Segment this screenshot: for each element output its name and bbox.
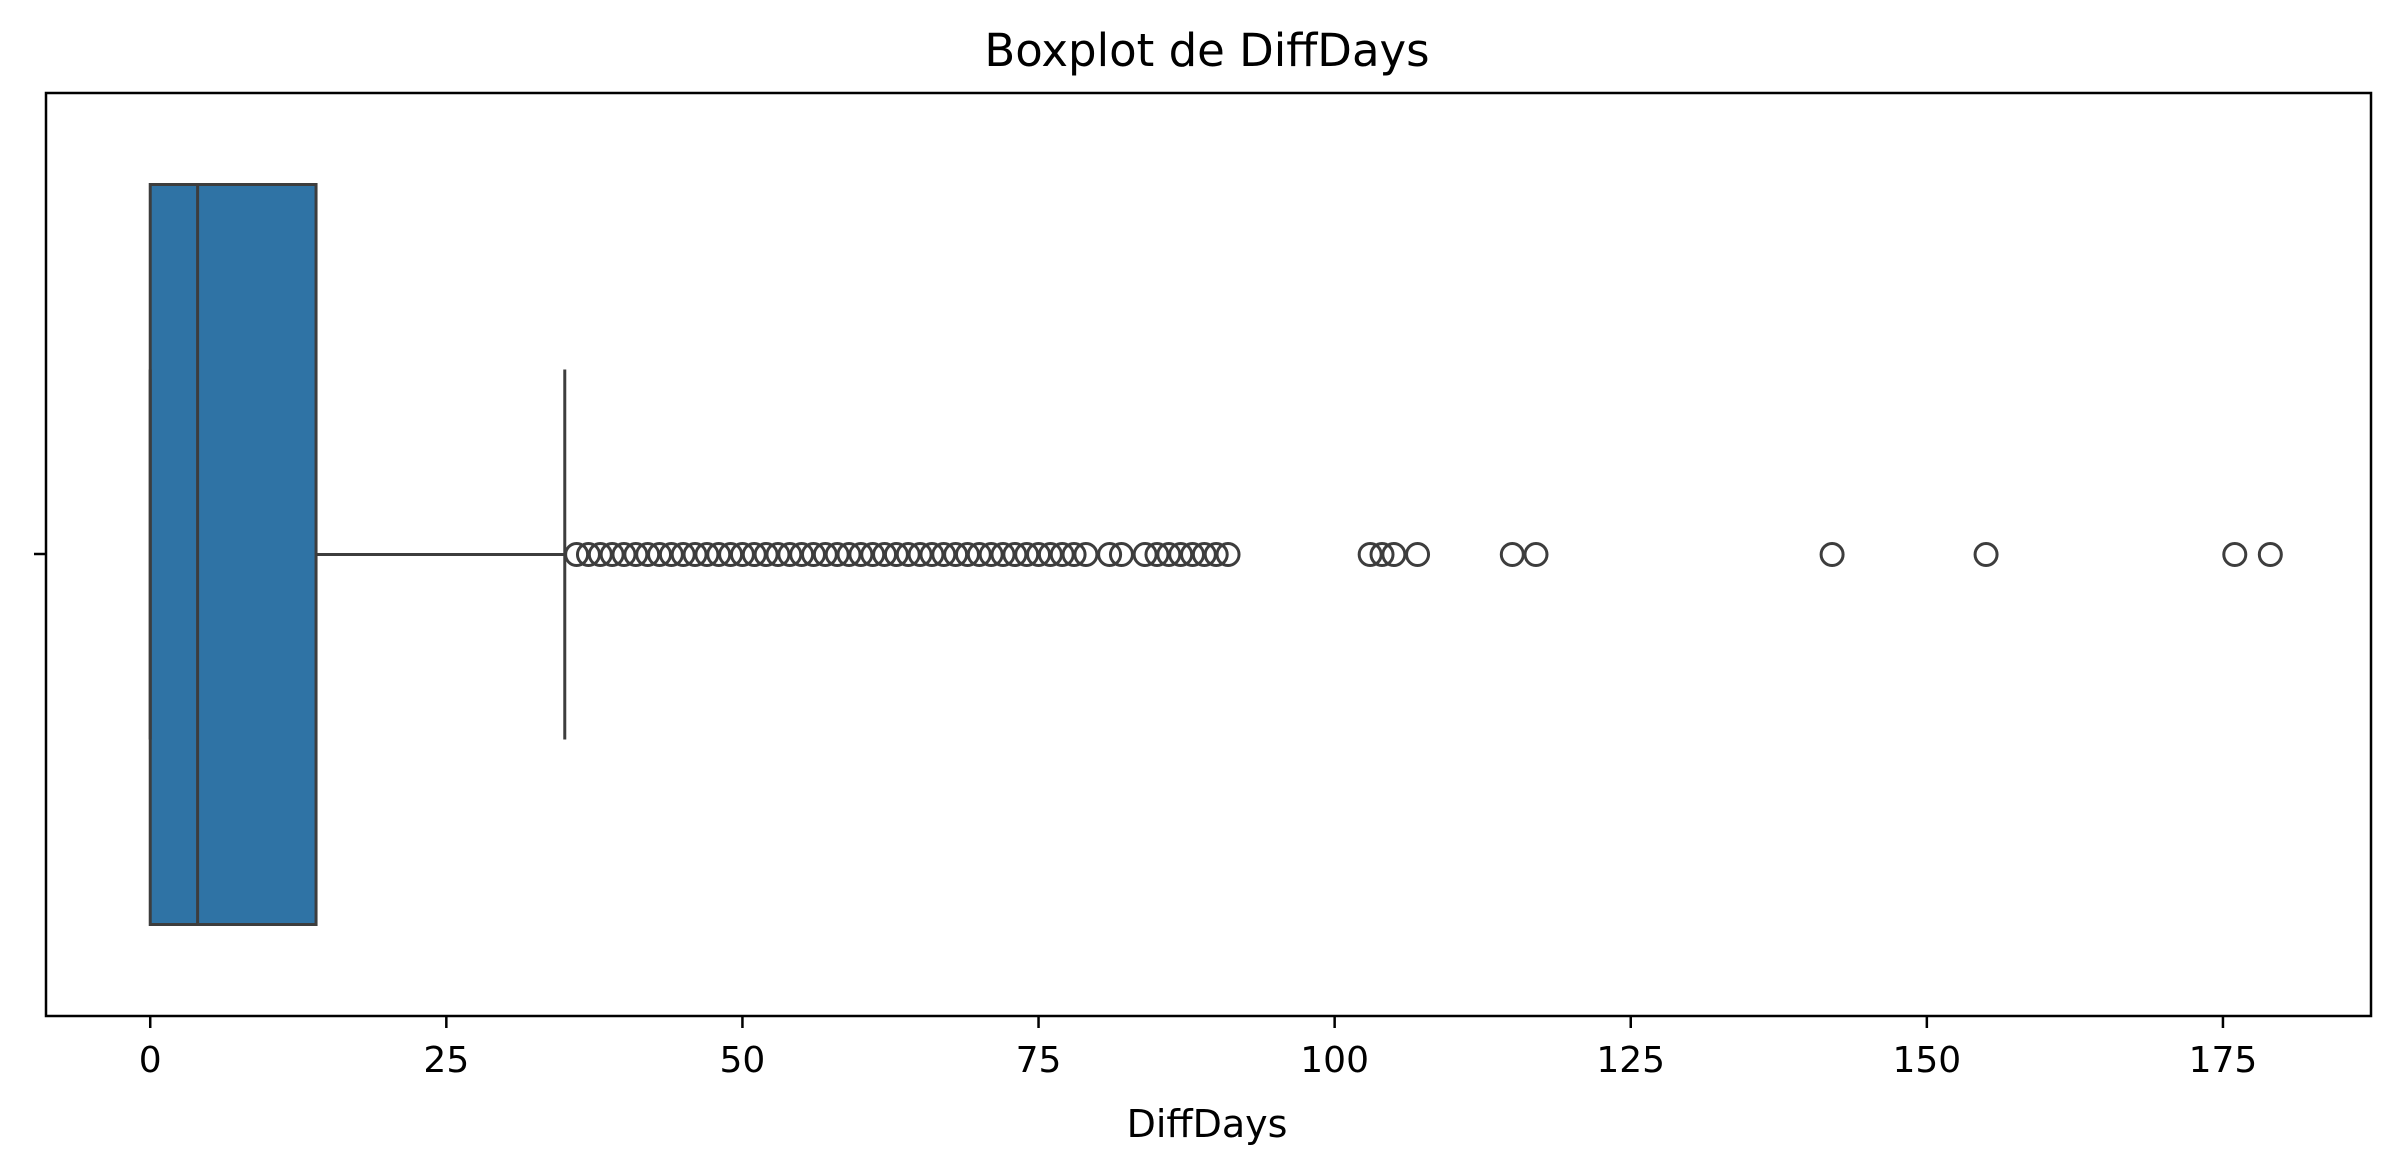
outlier-point [1357, 542, 1383, 567]
outlier-point [848, 542, 874, 567]
outlier-point [1499, 542, 1525, 567]
outlier-point [1168, 542, 1194, 567]
outlier-point [635, 542, 661, 567]
outlier-point [1369, 542, 1395, 567]
outliers [564, 542, 2283, 567]
outlier-point [836, 542, 862, 567]
outlier-point [2222, 542, 2248, 567]
outlier-point [800, 542, 826, 567]
x-tick-label: 150 [1892, 1040, 1961, 1081]
x-tick-label: 50 [720, 1040, 766, 1081]
outlier-point [1061, 542, 1087, 567]
outlier-point [1819, 542, 1845, 567]
outlier-point [682, 542, 708, 567]
outlier-point [623, 542, 649, 567]
outlier-point [931, 542, 957, 567]
outlier-point [706, 542, 732, 567]
outlier-point [919, 542, 945, 567]
outlier-point [1037, 542, 1063, 567]
x-tick-label: 175 [2189, 1040, 2258, 1081]
outlier-point [611, 542, 637, 567]
outlier-point [1973, 542, 1999, 567]
outlier-point [1144, 542, 1170, 567]
outlier-point [1132, 542, 1158, 567]
outlier-point [718, 542, 744, 567]
outlier-point [954, 542, 980, 567]
outlier-point [895, 542, 921, 567]
outlier-point [765, 542, 791, 567]
x-axis-title: DiffDays [1127, 1102, 1288, 1146]
outlier-point [1002, 542, 1028, 567]
outlier-point [1097, 542, 1123, 567]
outlier-point [1049, 542, 1075, 567]
outlier-point [978, 542, 1004, 567]
x-tick-label: 125 [1596, 1040, 1665, 1081]
outlier-point [1026, 542, 1052, 567]
box-group [148, 183, 567, 926]
outlier-point [753, 542, 779, 567]
outlier-point [812, 542, 838, 567]
iqr-box [148, 183, 318, 926]
outlier-point [1191, 542, 1217, 567]
chart-title: Boxplot de DiffDays [984, 24, 1429, 77]
x-tick-label: 100 [1300, 1040, 1369, 1081]
outlier-point [1523, 542, 1549, 567]
outlier-point [1203, 542, 1229, 567]
outlier-point [1215, 542, 1241, 567]
outlier-point [1108, 542, 1134, 567]
outlier-point [860, 542, 886, 567]
outlier-point [824, 542, 850, 567]
x-axis: 0 25 50 75 100 125 150 175 [139, 1016, 2258, 1081]
outlier-point [729, 542, 755, 567]
outlier-point [1405, 542, 1431, 567]
outlier-point [741, 542, 767, 567]
outlier-point [599, 542, 625, 567]
outlier-point [789, 542, 815, 567]
outlier-point [872, 542, 898, 567]
x-tick-label: 25 [423, 1040, 469, 1081]
outlier-point [907, 542, 933, 567]
outlier-point [575, 542, 601, 567]
outlier-point [990, 542, 1016, 567]
outlier-point [670, 542, 696, 567]
x-tick-label: 75 [1016, 1040, 1062, 1081]
outlier-point [777, 542, 803, 567]
outlier-point [658, 542, 684, 567]
outlier-point [564, 542, 590, 567]
x-tick-label: 0 [139, 1040, 162, 1081]
outlier-point [1073, 542, 1099, 567]
outlier-point [647, 542, 673, 567]
outlier-point [694, 542, 720, 567]
outlier-point [1180, 542, 1206, 567]
outlier-point [966, 542, 992, 567]
outlier-point [1156, 542, 1182, 567]
outlier-point [883, 542, 909, 567]
outlier-point [1381, 542, 1407, 567]
outlier-point [587, 542, 613, 567]
outlier-point [2257, 542, 2283, 567]
outlier-point [943, 542, 969, 567]
outlier-point [1014, 542, 1040, 567]
